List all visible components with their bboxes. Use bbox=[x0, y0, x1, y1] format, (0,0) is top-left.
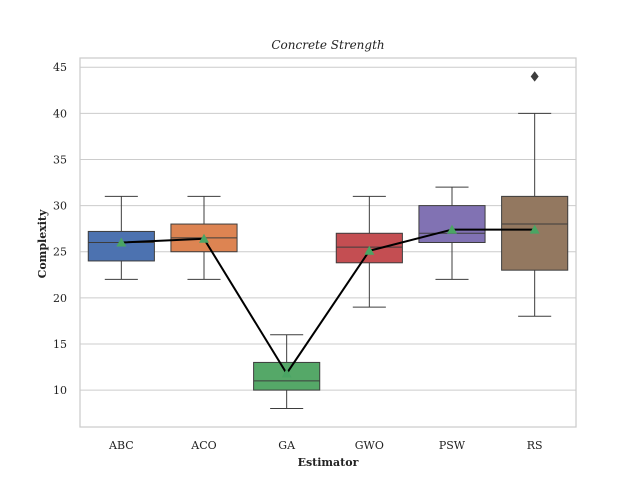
x-tick-label: GWO bbox=[355, 439, 384, 452]
chart-title: Concrete Strength bbox=[271, 38, 384, 52]
box-group-psw bbox=[418, 186, 486, 280]
x-tick-label: ACO bbox=[190, 439, 216, 452]
mean-marker bbox=[199, 233, 209, 243]
y-tick-label: 20 bbox=[53, 292, 67, 305]
y-tick-label: 30 bbox=[53, 200, 67, 213]
box-iqr bbox=[418, 205, 486, 244]
y-tick-label: 40 bbox=[53, 107, 67, 120]
y-axis-label: Complexity bbox=[36, 209, 49, 278]
mean-marker bbox=[116, 237, 127, 247]
x-axis-label: Estimator bbox=[298, 456, 359, 469]
mean-marker bbox=[364, 245, 375, 255]
box-group-rs bbox=[501, 71, 569, 317]
mean-marker bbox=[529, 224, 540, 234]
x-tick-label: PSW bbox=[439, 439, 466, 452]
y-tick-label: 10 bbox=[53, 384, 67, 397]
mean-marker bbox=[447, 224, 457, 234]
mean-line bbox=[121, 228, 535, 376]
grid-lines bbox=[80, 66, 576, 391]
y-tick-label: 35 bbox=[53, 153, 67, 166]
y-tick-label: 45 bbox=[53, 61, 67, 74]
plot-frame bbox=[79, 57, 577, 428]
y-tick-label: 25 bbox=[53, 246, 67, 259]
x-tick-label: ABC bbox=[108, 439, 134, 452]
x-tick-label: GA bbox=[278, 439, 296, 452]
mean-marker bbox=[281, 368, 292, 378]
outlier-point bbox=[530, 71, 539, 82]
x-tick-label: RS bbox=[527, 439, 543, 452]
y-tick-label: 15 bbox=[53, 338, 67, 351]
